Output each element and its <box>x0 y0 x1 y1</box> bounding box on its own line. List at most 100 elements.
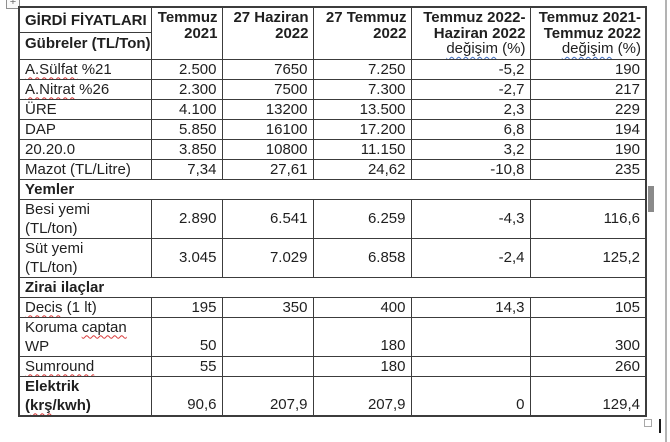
value-cell[interactable]: 125,2 <box>529 237 647 278</box>
value-cell[interactable]: 190 <box>529 138 647 160</box>
table-row: Süt yemi (TL/ton) 3.045 7.029 6.858 -2,4 125,2 <box>18 237 647 278</box>
value-cell[interactable]: 350 <box>221 296 314 318</box>
value-cell[interactable]: 7.029 <box>221 237 314 278</box>
value-cell[interactable]: 13.500 <box>312 98 412 120</box>
value-cell[interactable]: 2.890 <box>150 198 223 239</box>
value-cell[interactable]: 4.100 <box>150 98 223 120</box>
row-label[interactable]: A.Sülfat %21 <box>18 58 152 80</box>
header-line: değişim (%) <box>533 41 641 57</box>
value-cell[interactable]: 2.300 <box>150 78 223 100</box>
section-label[interactable]: Zirai ilaçlar <box>18 276 647 298</box>
row-label[interactable]: Decis (1 lt) <box>18 296 152 318</box>
value-cell[interactable]: 129,4 <box>529 375 647 416</box>
value-cell[interactable]: 7,34 <box>150 158 223 180</box>
value-cell[interactable]: 3.045 <box>150 237 223 278</box>
value-cell[interactable]: 2,3 <box>410 98 531 120</box>
value-cell[interactable]: 7.250 <box>312 58 412 80</box>
value-cell[interactable]: 2.500 <box>150 58 223 80</box>
row-label-line: Süt yemi <box>25 239 148 258</box>
value-cell[interactable]: 180 <box>312 316 412 357</box>
value-cell[interactable]: 14,3 <box>410 296 531 318</box>
section-row: Zirai ilaçlar <box>18 276 647 298</box>
value-cell[interactable]: 194 <box>529 118 647 140</box>
value-cell[interactable]: 50 <box>150 316 223 357</box>
value-cell[interactable]: -10,8 <box>410 158 531 180</box>
table-resize-handle[interactable] <box>644 419 652 427</box>
row-label[interactable]: ÜRE <box>18 98 152 120</box>
value-cell[interactable]: 400 <box>312 296 412 318</box>
value-cell[interactable]: -2,7 <box>410 78 531 100</box>
value-cell[interactable]: 190 <box>529 58 647 80</box>
header-line: Temmuz 2022- <box>423 9 526 26</box>
value-cell[interactable]: 7500 <box>221 78 314 100</box>
value-cell[interactable]: 6.541 <box>221 198 314 239</box>
row-label-line: Elektrik <box>25 377 148 396</box>
row-label-line: 20.20.0 <box>25 140 148 158</box>
row-label[interactable]: Sumround <box>18 355 152 377</box>
value-cell[interactable]: -2,4 <box>410 237 531 278</box>
row-label-line: (krş/kwh) <box>25 396 148 415</box>
header-col-yearly-change[interactable]: Temmuz 2021- Temmuz 2022 değişim (%) <box>529 6 647 60</box>
row-label[interactable]: 20.20.0 <box>18 138 152 160</box>
text-cursor <box>659 419 661 433</box>
value-cell[interactable]: 260 <box>529 355 647 377</box>
value-cell[interactable] <box>410 355 531 377</box>
value-cell[interactable]: 6.858 <box>312 237 412 278</box>
label-text: Besi yemi <box>25 200 91 218</box>
misspelled-text: A.Sülfat <box>25 60 78 78</box>
label-text: (TL/ton) <box>25 258 78 276</box>
header-line: 27 Temmuz <box>325 9 407 26</box>
value-cell[interactable]: 229 <box>529 98 647 120</box>
header-col-monthly-change[interactable]: Temmuz 2022- Haziran 2022 değişim (%) <box>410 6 531 60</box>
header-title-cell[interactable]: GİRDİ FİYATLARI Gübreler (TL/Ton) <box>18 6 152 60</box>
value-cell[interactable]: 10800 <box>221 138 314 160</box>
value-cell[interactable]: 217 <box>529 78 647 100</box>
value-cell[interactable]: 3.850 <box>150 138 223 160</box>
header-col-temmuz-2021[interactable]: Temmuz 2021 <box>150 6 223 60</box>
row-label[interactable]: Besi yemi (TL/ton) <box>18 198 152 239</box>
row-label[interactable]: Koruma captan WP <box>18 316 152 357</box>
value-cell[interactable]: 207,9 <box>221 375 314 416</box>
value-cell[interactable]: 195 <box>150 296 223 318</box>
value-cell[interactable]: 27,61 <box>221 158 314 180</box>
label-text: Koruma <box>25 318 82 336</box>
table-move-handle-icon[interactable]: + <box>6 0 20 9</box>
row-label-line: (TL/ton) <box>25 258 148 277</box>
row-label[interactable]: Elektrik (krş/kwh) <box>18 375 152 416</box>
value-cell[interactable]: 7.300 <box>312 78 412 100</box>
value-cell[interactable]: 116,6 <box>529 198 647 239</box>
value-cell[interactable] <box>221 355 314 377</box>
value-cell[interactable] <box>221 316 314 357</box>
value-cell[interactable]: 7650 <box>221 58 314 80</box>
section-label[interactable]: Yemler <box>18 178 647 200</box>
row-label[interactable]: A.Nitrat %26 <box>18 78 152 100</box>
value-cell[interactable]: 5.850 <box>150 118 223 140</box>
value-cell[interactable]: 235 <box>529 158 647 180</box>
value-cell[interactable]: 300 <box>529 316 647 357</box>
row-label[interactable]: DAP <box>18 118 152 140</box>
value-cell[interactable]: 180 <box>312 355 412 377</box>
row-label[interactable]: Süt yemi (TL/ton) <box>18 237 152 278</box>
value-cell[interactable]: 105 <box>529 296 647 318</box>
value-cell[interactable]: 207,9 <box>312 375 412 416</box>
value-cell[interactable]: -4,3 <box>410 198 531 239</box>
value-cell[interactable]: 90,6 <box>150 375 223 416</box>
value-cell[interactable]: 11.150 <box>312 138 412 160</box>
value-cell[interactable]: 16100 <box>221 118 314 140</box>
value-cell[interactable]: 0 <box>410 375 531 416</box>
value-cell[interactable]: 6.259 <box>312 198 412 239</box>
label-text: /kwh) <box>52 396 91 414</box>
value-cell[interactable]: 13200 <box>221 98 314 120</box>
value-cell[interactable]: 17.200 <box>312 118 412 140</box>
value-cell[interactable]: 3,2 <box>410 138 531 160</box>
row-label[interactable]: Mazot (TL/Litre) <box>18 158 152 180</box>
header-col-27-temmuz-2022[interactable]: 27 Temmuz 2022 <box>312 6 412 60</box>
header-col-27-haziran-2022[interactable]: 27 Haziran 2022 <box>221 6 314 60</box>
value-cell[interactable] <box>410 316 531 357</box>
value-cell[interactable]: -5,2 <box>410 58 531 80</box>
value-cell[interactable]: 55 <box>150 355 223 377</box>
value-cell[interactable]: 24,62 <box>312 158 412 180</box>
scrollbar-thumb-fragment[interactable] <box>648 186 654 212</box>
header-line: 27 Haziran <box>233 9 309 26</box>
value-cell[interactable]: 6,8 <box>410 118 531 140</box>
